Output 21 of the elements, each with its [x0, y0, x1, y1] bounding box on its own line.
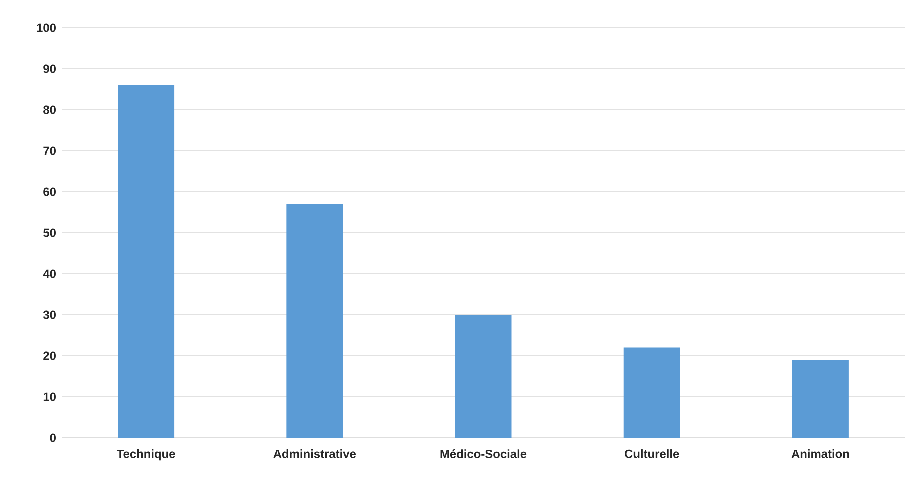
- x-tick-label: Technique: [116, 450, 176, 461]
- y-tick-label: 30: [43, 310, 56, 320]
- y-tick-label: 90: [44, 64, 56, 74]
- bar: [624, 348, 680, 438]
- y-tick-label: 40: [43, 270, 56, 278]
- y-tick-label: 70: [44, 146, 56, 156]
- x-tick-label: Animation: [792, 450, 850, 458]
- y-tick-label: 0: [50, 434, 56, 442]
- y-tick-label: 80: [44, 106, 56, 114]
- bar: [118, 85, 175, 438]
- y-tick-label: 100: [37, 24, 56, 32]
- bar: [286, 204, 344, 438]
- y-tick-label: 20: [44, 352, 56, 360]
- bar: [455, 315, 512, 438]
- y-tick-label: 60: [44, 188, 56, 196]
- y-tick-label: 50: [44, 228, 56, 238]
- bar: [792, 360, 849, 438]
- y-tick-label: 10: [44, 392, 56, 402]
- x-tick-label: Culturelle: [625, 450, 680, 458]
- x-tick-label: Administrative: [274, 450, 356, 458]
- x-tick-label: Médico-Sociale: [440, 450, 527, 458]
